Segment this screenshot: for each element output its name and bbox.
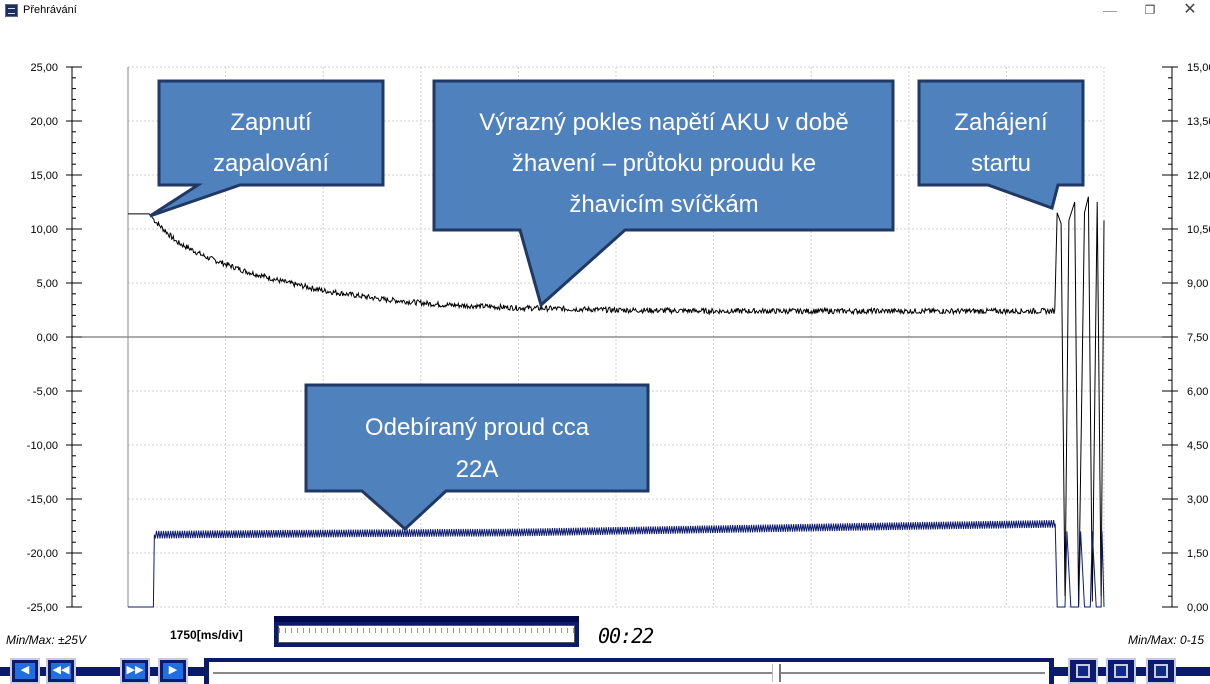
title-bar: Přehrávání — ❐ ✕ <box>0 0 1210 22</box>
rewind-icon: ◀◀ <box>52 664 70 676</box>
left-tick-label: 10,00 <box>30 224 58 236</box>
left-tick-label: -15,00 <box>27 494 58 506</box>
right-minmax-label: Min/Max: 0-15 <box>1128 633 1205 647</box>
prev-frame-button[interactable]: ◀ <box>10 658 40 684</box>
fast-forward-button[interactable]: ▶▶ <box>120 658 150 684</box>
right-tick-label: 7,50 <box>1187 332 1208 344</box>
playback-toolbar: ◀ ◀◀ ▶▶ ▶ <box>0 654 1210 684</box>
annotation-text: zapalování <box>213 150 329 177</box>
annotation-text: žhavicím svíčkám <box>569 191 758 218</box>
save-icon <box>1076 664 1090 678</box>
seek-thumb[interactable] <box>772 664 781 682</box>
annotation-text: Výrazný pokles napětí AKU v době <box>479 109 849 136</box>
play-icon: ▶ <box>168 664 178 676</box>
right-tick-label: 10,50 <box>1187 224 1210 236</box>
seek-bar[interactable] <box>204 658 1054 684</box>
left-tick-label: 15,00 <box>30 170 58 182</box>
left-minmax-label: Min/Max: ±25V <box>6 633 86 647</box>
left-tick-label: 25,00 <box>30 62 58 74</box>
voltage-trace <box>128 196 1105 608</box>
annotation-text: žhavení – průtoku proudu ke <box>512 150 816 177</box>
window-title: Přehrávání <box>23 4 77 16</box>
annotation-text: startu <box>971 150 1031 177</box>
right-tick-label: 3,00 <box>1187 494 1208 506</box>
right-tick-label: 4,50 <box>1187 440 1208 452</box>
oscilloscope-chart: 25,00 20,00 15,00 10,00 5,00 0,00 -5,00 -10,00 -… <box>27 62 1210 614</box>
print-button[interactable] <box>1106 658 1136 684</box>
left-tick-label: -5,00 <box>33 386 58 398</box>
fast-forward-icon: ▶▶ <box>126 664 144 676</box>
minimize-button[interactable]: — <box>1103 2 1117 18</box>
print-icon <box>1114 664 1128 678</box>
right-tick-label: 6,00 <box>1187 386 1208 398</box>
export-button[interactable] <box>1146 658 1176 684</box>
rewind-button[interactable]: ◀◀ <box>46 658 76 684</box>
annotation-callout: Zahájení startu <box>917 79 1085 210</box>
buffer-progress <box>274 616 579 647</box>
right-tick-label: 12,00 <box>1187 170 1210 182</box>
annotation-text: Zapnutí <box>230 109 312 136</box>
save-button[interactable] <box>1068 658 1098 684</box>
right-tick-label: 9,00 <box>1187 278 1208 290</box>
annotation-text: 22A <box>456 456 499 483</box>
annotation-text: Zahájení <box>954 109 1048 136</box>
annotation-text: Odebíraný proud cca <box>365 414 590 441</box>
right-tick-label: 1,50 <box>1187 548 1208 560</box>
left-tick-label: 0,00 <box>37 332 58 344</box>
current-trace <box>128 520 1105 608</box>
export-icon <box>1154 664 1168 678</box>
right-tick-label: 15,00 <box>1187 62 1210 74</box>
left-tick-label: 5,00 <box>37 278 58 290</box>
annotation-callout: Výrazný pokles napětí AKU v době žhavení … <box>432 79 895 308</box>
prev-frame-icon: ◀ <box>20 664 30 676</box>
right-tick-label: 13,50 <box>1187 116 1210 128</box>
play-button[interactable]: ▶ <box>158 658 188 684</box>
app-icon <box>5 4 18 17</box>
maximize-button[interactable]: ❐ <box>1144 3 1156 17</box>
timebase-label: 1750[ms/div] <box>170 628 243 642</box>
right-tick-label: 0,00 <box>1187 602 1208 614</box>
left-tick-label: -25,00 <box>27 602 58 614</box>
annotation-callout: Zapnutí zapalování <box>149 79 385 218</box>
annotation-callout: Odebíraný proud cca 22A <box>304 383 650 532</box>
left-tick-label: 20,00 <box>30 116 58 128</box>
left-tick-label: -20,00 <box>27 548 58 560</box>
left-tick-label: -10,00 <box>27 440 58 452</box>
time-display: 00:22 <box>598 624 654 648</box>
close-button[interactable]: ✕ <box>1183 1 1197 18</box>
